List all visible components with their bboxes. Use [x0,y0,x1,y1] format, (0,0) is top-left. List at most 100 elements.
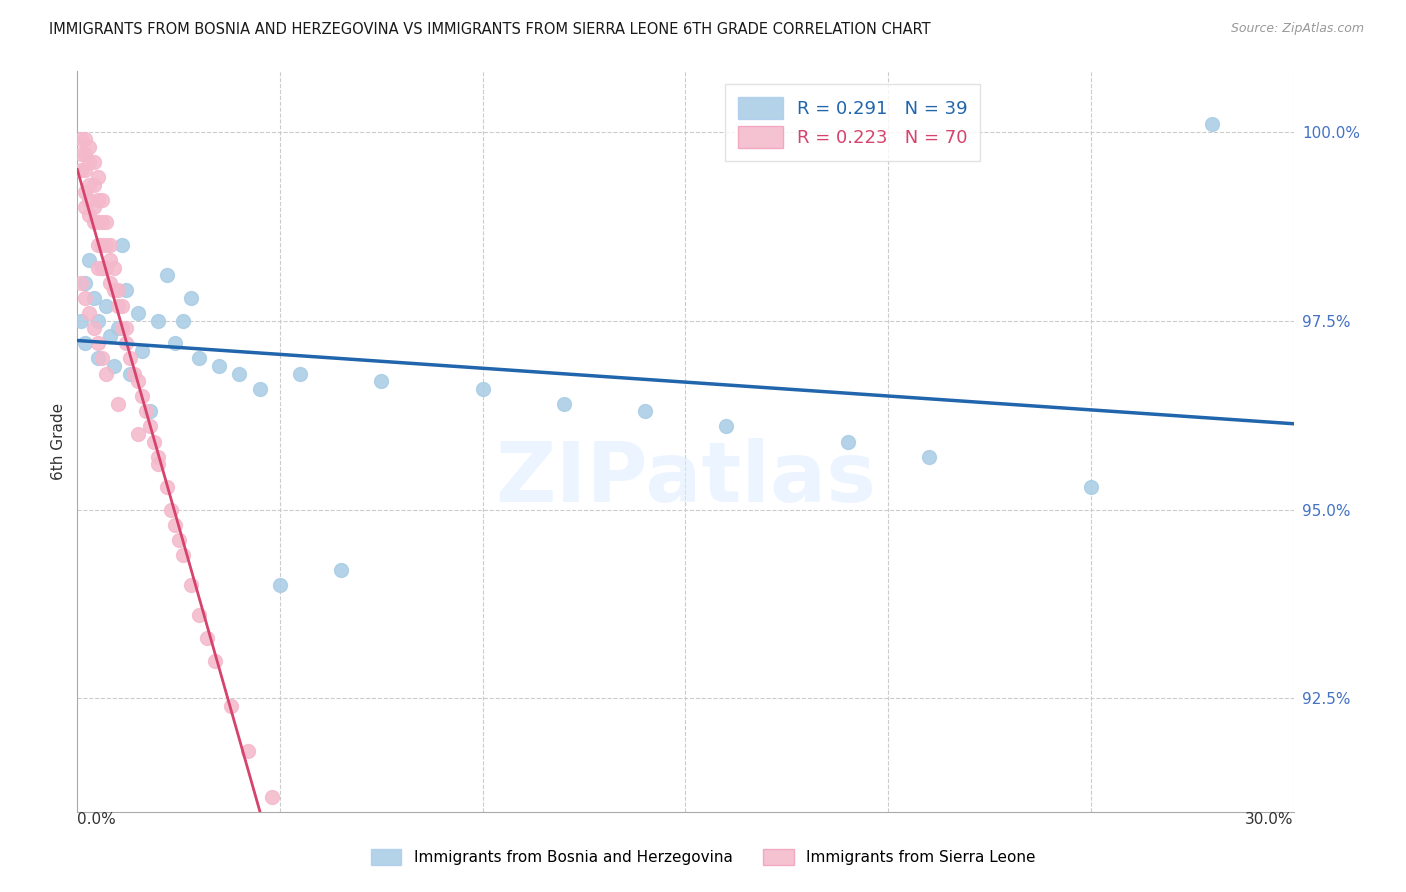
Point [918,450,941,464]
Point [90,260,112,275]
Point [75,336,97,351]
Point [90,193,112,207]
Point [127,374,149,388]
Point [79,178,101,192]
Text: ZIPatlas: ZIPatlas [495,438,876,519]
Point [98,328,121,343]
Point [94,260,117,275]
Legend: R = 0.291   N = 39, R = 0.223   N = 70: R = 0.291 N = 39, R = 0.223 N = 70 [725,84,980,161]
Point [1201,117,1223,131]
Point [98,253,121,268]
Point [188,351,211,366]
Point [79,253,101,268]
Point [103,359,125,373]
Point [94,299,117,313]
Point [79,208,101,222]
Point [155,480,177,494]
Point [94,215,117,229]
Point [75,186,97,200]
Point [111,238,134,252]
Point [204,654,226,668]
Point [70,162,93,177]
Text: IMMIGRANTS FROM BOSNIA AND HERZEGOVINA VS IMMIGRANTS FROM SIERRA LEONE 6TH GRADE: IMMIGRANTS FROM BOSNIA AND HERZEGOVINA V… [49,22,931,37]
Point [115,321,138,335]
Point [172,548,194,562]
Point [83,215,105,229]
Point [70,132,93,146]
Point [107,321,129,335]
Point [260,789,283,804]
Point [111,321,134,335]
Legend: Immigrants from Bosnia and Herzegovina, Immigrants from Sierra Leone: Immigrants from Bosnia and Herzegovina, … [364,843,1042,871]
Point [172,313,194,327]
Point [148,313,170,327]
Point [269,578,291,592]
Point [79,155,101,169]
Point [75,132,97,146]
Point [139,419,162,434]
Point [75,291,97,305]
Point [131,389,153,403]
Point [86,238,108,252]
Point [714,419,737,434]
Point [155,268,177,283]
Point [75,162,97,177]
Point [98,238,121,252]
Point [70,313,93,327]
Point [107,284,129,298]
Point [86,351,108,366]
Point [83,321,105,335]
Point [159,502,181,516]
Point [83,155,105,169]
Point [837,434,859,449]
Point [188,608,211,623]
Point [195,631,218,645]
Point [86,313,108,327]
Point [122,367,145,381]
Point [86,215,108,229]
Point [135,404,157,418]
Point [118,351,141,366]
Point [249,382,271,396]
Text: 30.0%: 30.0% [1246,812,1294,827]
Point [90,215,112,229]
Point [107,299,129,313]
Point [103,260,125,275]
Point [148,457,170,471]
Point [471,382,494,396]
Point [180,291,202,305]
Point [143,434,166,449]
Point [148,450,170,464]
Point [553,397,575,411]
Point [70,147,93,161]
Point [115,336,138,351]
Point [83,291,105,305]
Point [107,397,129,411]
Point [90,238,112,252]
Point [83,178,105,192]
Point [79,140,101,154]
Point [236,744,259,758]
Point [127,427,149,442]
Point [83,200,105,214]
Point [180,578,202,592]
Point [1080,480,1102,494]
Point [163,336,186,351]
Point [94,367,117,381]
Point [370,374,392,388]
Point [86,193,108,207]
Point [163,517,186,532]
Point [127,306,149,320]
Point [79,193,101,207]
Point [79,306,101,320]
Point [167,533,190,547]
Point [75,147,97,161]
Point [75,276,97,290]
Point [103,284,125,298]
Point [86,336,108,351]
Point [75,200,97,214]
Point [290,367,312,381]
Point [131,343,153,358]
Point [329,563,352,577]
Point [228,367,250,381]
